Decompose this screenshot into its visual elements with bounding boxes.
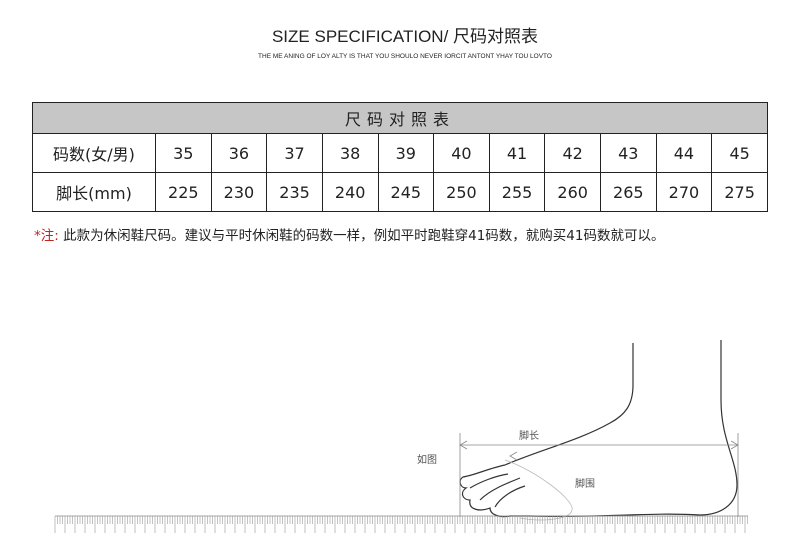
foot-length-label: 脚长 [519, 431, 539, 442]
table-cell: 45 [711, 133, 768, 173]
size-chart-table: 尺码对照表 码数(女/男) 35 36 37 38 39 40 41 42 43 44 45 脚长(m… [32, 102, 768, 212]
table-row: 码数(女/男) 35 36 37 38 39 40 41 42 43 44 45 [32, 133, 768, 173]
girth-curve [504, 459, 573, 521]
table-cell: 43 [600, 133, 657, 173]
ruler-ticks [54, 516, 748, 533]
as-shown-label: 如图 [417, 455, 437, 466]
table-cell: 230 [210, 172, 268, 212]
table-cell: 265 [600, 172, 657, 212]
note-prefix: *注: [34, 228, 59, 244]
row-label: 码数(女/男) [32, 133, 156, 173]
table-caption: 尺码对照表 [32, 102, 768, 134]
table-cell: 39 [377, 133, 435, 173]
table-cell: 255 [488, 172, 546, 212]
table-cell: 41 [488, 133, 546, 173]
table-cell: 37 [266, 133, 323, 173]
table-cell: 36 [210, 133, 268, 173]
size-note: *注: 此款为休闲鞋尺码。建议与平时休闲鞋的码数一样，例如平时跑鞋穿41码数，就… [34, 224, 664, 244]
table-cell: 44 [655, 133, 713, 173]
foot-girth-label: 脚围 [575, 479, 595, 490]
table-cell: 225 [155, 172, 212, 212]
row-label: 脚长(mm) [32, 172, 156, 212]
table-cell: 38 [321, 133, 379, 173]
table-row: 脚长(mm) 225 230 235 240 245 250 255 260 265 270 275 [32, 172, 768, 212]
page-title: SIZE SPECIFICATION/ 尺码对照表 [271, 27, 539, 46]
table-cell: 240 [321, 172, 379, 212]
page-subtitle: THE ME ANING OF LOY ALTY IS THAT YOU SHO… [258, 53, 552, 60]
foot-outline [459, 340, 738, 518]
table-cell: 275 [711, 172, 768, 212]
length-dimension [459, 433, 739, 517]
table-cell: 245 [377, 172, 435, 212]
table-cell: 235 [266, 172, 323, 212]
note-text: 此款为休闲鞋尺码。建议与平时休闲鞋的码数一样，例如平时跑鞋穿41码数，就购买41… [58, 228, 665, 244]
